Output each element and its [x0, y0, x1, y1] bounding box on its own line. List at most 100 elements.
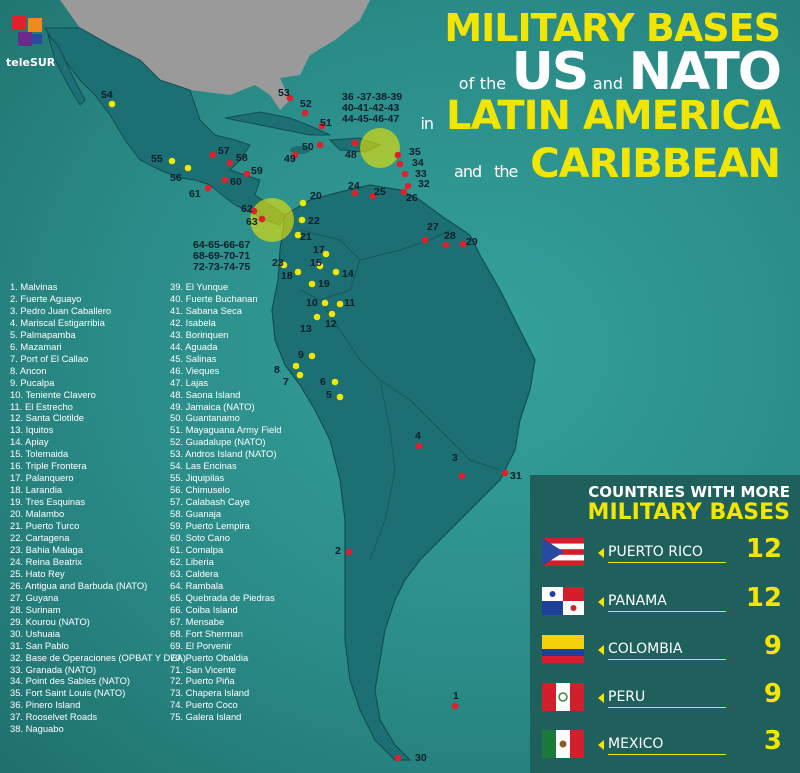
country-divider: [608, 659, 726, 660]
legend-item: 18. Larandia: [10, 484, 63, 496]
group-label-line: 40-41-42-43: [342, 102, 400, 114]
infographic-title: MILITARY BASES of the US and NATO in LAT…: [390, 8, 782, 192]
base-marker-1: [451, 702, 459, 710]
legend-item: 75. Galera Island: [170, 711, 242, 723]
base-number-label: 20: [310, 190, 322, 202]
country-divider: [608, 754, 726, 755]
legend-item: 11. El Estrecho: [10, 400, 73, 412]
base-number-label: 33: [415, 168, 427, 180]
base-number-label: 2: [335, 545, 341, 557]
base-marker-10: [321, 299, 329, 307]
legend-item: 10. Teniente Clavero: [10, 388, 96, 400]
base-marker-8: [292, 362, 300, 370]
base-number-label: 23: [272, 257, 284, 269]
legend-item: 57. Calabash Caye: [170, 496, 250, 508]
legend-item: 32. Base de Operaciones (OPBAT Y DEA): [10, 651, 186, 663]
base-number-label: 15: [310, 257, 322, 269]
legend-item: 64. Rambala: [170, 579, 224, 591]
base-number-label: 31: [510, 470, 522, 482]
legend-item: 9. Pucalpa: [10, 376, 55, 388]
base-number-label: 25: [374, 186, 386, 198]
legend-item: 12. Santa Clotilde: [10, 412, 85, 424]
legend-item: 29. Kourou (NATO): [10, 615, 90, 627]
base-marker-29: [459, 240, 467, 248]
legend-item: 69. El Porvenir: [170, 639, 232, 651]
legend-item: 72. Puerto Piña: [170, 675, 235, 687]
country-name: COLOMBIA: [598, 641, 683, 657]
legend-item: 54. Las Encinas: [170, 460, 237, 472]
country-row-puerto-rico: PUERTO RICO 12: [542, 534, 792, 578]
legend-item: 45. Salinas: [170, 352, 217, 364]
base-number-label: 49: [284, 153, 296, 165]
legend-item: 14. Apiay: [10, 436, 49, 448]
panama-group-label: 64-65-66-67 68-69-70-71 72-73-74-75: [193, 240, 250, 273]
base-number-label: 27: [427, 221, 439, 233]
base-number-label: 60: [230, 176, 242, 188]
base-marker-21: [294, 231, 302, 239]
legend-item: 22. Cartagena: [10, 532, 70, 544]
base-marker-59: [243, 170, 251, 178]
title-latin-america: LATIN AMERICA: [446, 93, 781, 139]
base-marker-52: [301, 109, 309, 117]
legend-column-2: 39. El Yunque 40. Fuerte Buchanan 41. Saba…: [170, 281, 340, 723]
legend-item: 71. San Vicente: [170, 663, 237, 675]
legend-item: 60. Soto Cano: [170, 532, 230, 544]
puerto-rico-flag: [542, 538, 584, 566]
legend-item: 52. Guadalupe (NATO): [170, 436, 266, 448]
base-number-label: 63: [246, 216, 258, 228]
legend-item: 23. Bahia Malaga: [10, 543, 83, 555]
base-marker-51: [318, 122, 326, 130]
legend-item: 59. Puerto Lempira: [170, 520, 250, 532]
countries-heading-1: COUNTRIES WITH MORE: [588, 483, 790, 501]
legend-item: 8. Ancon: [10, 364, 47, 376]
base-number-label: 1: [453, 690, 459, 702]
legend-item: 3. Pedro Juan Caballero: [10, 304, 112, 316]
mexico-flag: [542, 730, 584, 758]
title-of: of: [458, 74, 475, 93]
base-number-label: 9: [298, 349, 304, 361]
country-row-panama: PANAMA 12: [542, 583, 792, 627]
base-number-label: 28: [444, 230, 456, 242]
country-count: 12: [745, 583, 782, 613]
legend-item: 42. Isabela: [170, 316, 216, 328]
legend-item: 53. Andros Island (NATO): [170, 448, 277, 460]
base-marker-32: [404, 182, 412, 190]
base-marker-34: [396, 160, 404, 168]
base-marker-58: [226, 159, 234, 167]
legend-item: 27. Guyana: [10, 591, 59, 603]
country-row-peru: PERU 9: [542, 679, 792, 723]
legend-item: 51. Mayaguana Army Field: [170, 424, 282, 436]
legend-item: 37. Rooselvet Roads: [10, 711, 98, 723]
base-number-label: 53: [278, 87, 290, 99]
title-and: and: [592, 74, 624, 93]
legend-item: 68. Fort Sherman: [170, 627, 243, 639]
base-marker-20: [299, 199, 307, 207]
base-number-label: 35: [409, 146, 421, 158]
caribbean-group-label: 36 -37-38-39 40-41-42-43 44-45-46-47: [342, 92, 402, 125]
base-number-label: 50: [302, 141, 314, 153]
base-number-label: 57: [218, 145, 230, 157]
base-marker-48: [351, 139, 359, 147]
country-count: 3: [763, 726, 782, 756]
south-america-landmass: [271, 184, 536, 761]
base-number-label: 19: [318, 278, 330, 290]
base-number-label: 4: [415, 430, 421, 442]
title-and2: and: [454, 162, 482, 181]
title-line2: of the US and NATO: [390, 46, 782, 98]
legend-item: 63. Caldera: [170, 567, 219, 579]
legend-item: 56. Chimuselo: [170, 484, 230, 496]
country-divider: [608, 707, 726, 708]
country-row-colombia: COLOMBIA 9: [542, 631, 792, 675]
country-row-mexico: MEXICO 3: [542, 726, 792, 770]
base-number-label: 58: [236, 152, 248, 164]
legend-item: 43. Borinquen: [170, 328, 229, 340]
group-label-line: 68-69-70-71: [193, 250, 251, 262]
base-number-label: 5: [326, 389, 332, 401]
base-number-label: 55: [151, 153, 163, 165]
legend-item: 61. Comalpa: [170, 543, 224, 555]
legend-item: 46. Vieques: [170, 364, 220, 376]
country-name: MEXICO: [597, 736, 664, 752]
country-count: 9: [763, 631, 782, 661]
base-number-label: 30: [415, 752, 427, 764]
